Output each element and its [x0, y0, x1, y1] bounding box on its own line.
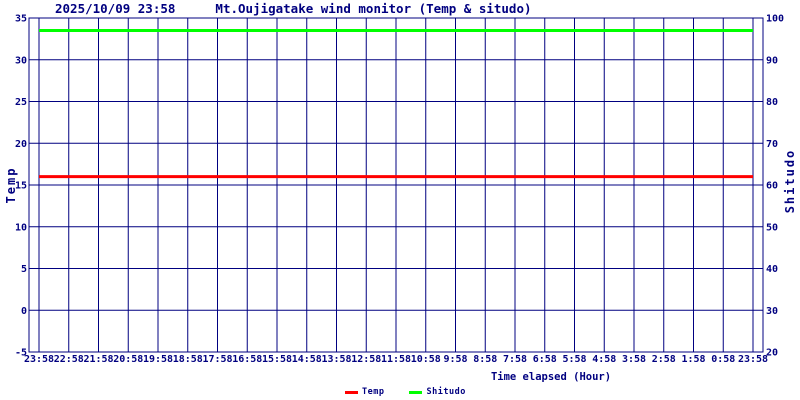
- x-tick-label: 7:58: [503, 354, 527, 365]
- x-tick-label: 3:58: [622, 354, 646, 365]
- y-left-tick-label: 35: [15, 14, 27, 25]
- y-right-tick-label: 50: [766, 222, 778, 233]
- legend-item-temp: Temp: [345, 387, 384, 397]
- x-tick-label: 20:58: [113, 354, 143, 365]
- y-left-tick-label: 30: [15, 55, 27, 66]
- x-tick-label: 12:58: [351, 354, 381, 365]
- x-tick-label: 5:58: [562, 354, 586, 365]
- y-right-tick-label: 70: [766, 139, 778, 150]
- x-tick-label: 6:58: [533, 354, 557, 365]
- x-tick-label: 23:58: [24, 354, 54, 365]
- x-tick-label: 23:58: [738, 354, 768, 365]
- x-tick-label: 9:58: [443, 354, 467, 365]
- x-tick-label: 10:58: [411, 354, 441, 365]
- x-tick-label: 21:58: [83, 354, 113, 365]
- x-tick-label: 2:58: [652, 354, 676, 365]
- shitudo-line-swatch: [409, 390, 423, 394]
- x-tick-label: 18:58: [173, 354, 203, 365]
- y-right-tick-label: 100: [766, 14, 784, 25]
- legend-item-shitudo: Shitudo: [409, 387, 465, 397]
- x-tick-label: 16:58: [232, 354, 262, 365]
- y-left-tick-label: 5: [21, 264, 27, 275]
- x-tick-label: 0:58: [711, 354, 735, 365]
- legend-label-temp: Temp: [362, 387, 385, 397]
- temp-line-swatch: [345, 390, 358, 394]
- x-axis-label: Time elapsed (Hour): [490, 371, 612, 383]
- plot-frame: [28, 17, 764, 353]
- y-right-tick-label: 80: [766, 97, 778, 108]
- x-tick-label: 4:58: [592, 354, 616, 365]
- y-left-tick-label: 15: [15, 181, 27, 192]
- legend: Temp Shitudo: [345, 387, 466, 397]
- y-right-tick-label: 60: [766, 181, 778, 192]
- y-right-tick-label: 40: [766, 264, 778, 275]
- x-tick-label: 14:58: [292, 354, 322, 365]
- y-right-tick-label: 20: [766, 348, 778, 359]
- y-right-tick-label: 30: [766, 306, 778, 317]
- chart-title: 2025/10/09 23:58 Mt.Oujigatake wind moni…: [55, 1, 532, 16]
- y-left-tick-label: -5: [15, 348, 27, 359]
- x-tick-label: 1:58: [681, 354, 705, 365]
- x-tick-label: 17:58: [202, 354, 232, 365]
- y-left-tick-label: 25: [15, 97, 27, 108]
- x-tick-label: 8:58: [473, 354, 497, 365]
- x-tick-label: 15:58: [262, 354, 292, 365]
- chart-title-text: Mt.Oujigatake wind monitor (Temp & situd…: [215, 1, 532, 16]
- y-left-tick-label: 20: [15, 139, 27, 150]
- x-tick-label: 11:58: [381, 354, 411, 365]
- x-tick-label: 19:58: [143, 354, 173, 365]
- x-tick-label: 22:58: [54, 354, 84, 365]
- y-left-tick-label: 0: [21, 306, 27, 317]
- x-tick-label: 13:58: [321, 354, 351, 365]
- chart-title-datetime: 2025/10/09 23:58: [55, 1, 176, 16]
- y-left-tick-label: 10: [15, 222, 27, 233]
- y-right-tick-label: 90: [766, 55, 778, 66]
- legend-label-shitudo: Shitudo: [426, 387, 466, 397]
